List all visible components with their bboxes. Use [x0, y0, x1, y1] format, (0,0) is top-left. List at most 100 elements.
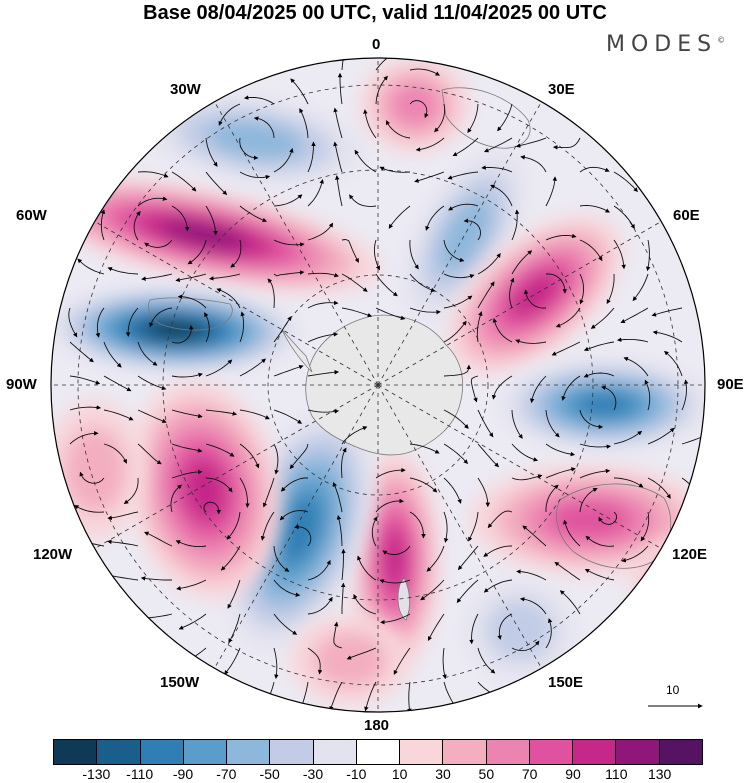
- wind-streamline: [79, 471, 105, 484]
- wind-streamline: [555, 307, 581, 328]
- wind-streamline: [529, 375, 547, 404]
- anomaly-blob: [290, 615, 410, 705]
- wind-streamline: [239, 477, 250, 508]
- wind-streamline: [329, 681, 343, 711]
- wind-streamline: [337, 72, 343, 105]
- colorbar-tick-label: 50: [478, 766, 495, 782]
- wind-streamline: [307, 222, 334, 241]
- wind-streamline: [354, 149, 377, 173]
- wind-streamline: [515, 339, 547, 344]
- wind-streamline: [340, 582, 346, 614]
- wind-streamline: [137, 171, 169, 178]
- colorbar-tick-label: -30: [302, 766, 324, 782]
- wind-streamline: [509, 277, 515, 309]
- wind-streamline: [341, 426, 368, 445]
- wind-streamline: [409, 68, 440, 76]
- lon-label-120e: 120E: [672, 546, 708, 563]
- wind-streamline: [95, 307, 105, 338]
- wind-streamline: [379, 166, 411, 173]
- wind-streamline: [545, 233, 577, 241]
- wind-streamline: [545, 443, 576, 457]
- wind-streamline: [220, 545, 241, 571]
- wind-streamline: [205, 205, 218, 236]
- colorbar-swatch: [313, 740, 357, 764]
- wind-streamline: [294, 524, 312, 547]
- wind-streamline: [409, 443, 440, 454]
- colorbar-swatch: [529, 740, 574, 764]
- latitude-circle: [162, 169, 594, 601]
- wind-streamline: [239, 409, 270, 420]
- lon-label-150w: 150W: [160, 674, 200, 691]
- wind-streamline: [621, 545, 649, 563]
- wind-streamline: [203, 501, 222, 515]
- wind-streamline: [681, 432, 705, 445]
- wind-streamline: [484, 137, 513, 153]
- wind-streamline: [341, 548, 346, 581]
- wind-streamline: [375, 498, 404, 513]
- wind-streamline: [457, 545, 479, 571]
- wind-streamline: [273, 647, 279, 680]
- wind-streamline: [375, 58, 400, 71]
- wind-streamline: [664, 350, 683, 377]
- wind-streamline: [483, 579, 513, 593]
- wind-streamline: [307, 141, 316, 173]
- colorbar-swatch: [486, 740, 530, 764]
- landmasses: [148, 87, 672, 621]
- wind-streamline: [307, 332, 339, 343]
- wind-streamline: [681, 379, 689, 411]
- wind-streamline: [175, 540, 207, 548]
- wind-streamline: [613, 171, 638, 193]
- wind-streamline: [379, 579, 411, 584]
- wind-streamline: [273, 147, 294, 173]
- wind-streamline: [561, 375, 581, 401]
- colorbar-tick-label: -110: [126, 766, 154, 782]
- wind-streamline: [171, 205, 190, 232]
- wind-streamline: [545, 409, 560, 438]
- wind-streamline: [262, 477, 275, 508]
- wind-streamline: [137, 196, 168, 207]
- wind-streamline: [407, 681, 412, 712]
- wind-streamline: [463, 218, 481, 241]
- wind-streamline: [216, 288, 241, 309]
- colorbar: [53, 739, 703, 765]
- wind-streamline: [176, 579, 207, 591]
- wind-streamline: [144, 531, 173, 547]
- wind-streamline: [68, 307, 78, 338]
- wind-streamline: [414, 171, 445, 183]
- wind-streamline: [289, 443, 309, 470]
- colorbar-tick-label: 90: [565, 766, 581, 782]
- colorbar-tick-label: 130: [647, 766, 672, 782]
- wind-streamline: [363, 109, 377, 139]
- colorbar-tick-label: -90: [172, 766, 194, 782]
- new-zealand-shape: [397, 577, 410, 621]
- wind-streamline: [239, 137, 259, 161]
- wind-streamline: [273, 579, 301, 597]
- wind-streamline: [519, 597, 547, 615]
- wind-streamline: [307, 559, 331, 581]
- map-border: [50, 57, 706, 713]
- wind-streamline: [307, 409, 340, 414]
- anomaly-blob: [51, 287, 300, 373]
- wind-streamline: [239, 358, 266, 377]
- wind-streamline: [456, 579, 479, 603]
- wind-streamline: [447, 171, 479, 180]
- anomaly-blob: [51, 177, 382, 293]
- meridian-line: [377, 101, 542, 386]
- wind-streamline: [103, 443, 127, 464]
- wind-streamline: [307, 596, 333, 615]
- wind-streamline: [511, 250, 533, 275]
- wind-streamline: [69, 431, 99, 445]
- wind-streamline: [523, 289, 547, 309]
- wind-streamline: [511, 443, 539, 462]
- wind-streamline: [545, 176, 558, 207]
- wind-streamline: [545, 467, 576, 479]
- wind-streamline: [178, 613, 207, 630]
- wind-streamline: [640, 511, 650, 542]
- wind-streamline: [307, 178, 324, 207]
- colorbar-swatch: [183, 740, 228, 764]
- wind-streamline: [239, 311, 245, 343]
- wind-streamline: [652, 330, 683, 343]
- wind-streamline: [393, 647, 411, 675]
- meridian-line: [377, 221, 662, 386]
- wind-streamline: [107, 511, 139, 520]
